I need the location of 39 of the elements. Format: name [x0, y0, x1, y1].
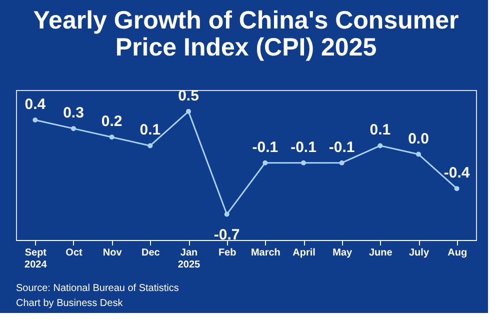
x-tick-label: Nov	[102, 248, 122, 258]
source-note: Source: National Bureau of Statistics	[16, 283, 179, 294]
point	[71, 126, 76, 132]
data-label: -0.1	[252, 138, 278, 156]
point	[262, 160, 268, 166]
data-label: 0.1	[140, 122, 161, 139]
point	[416, 152, 421, 157]
data-label: -0.1	[328, 138, 355, 156]
point	[148, 143, 153, 148]
chart-title: Yearly Growth of China's Consumer Price Index (CPI) 2025	[33, 6, 460, 62]
x-tick-label: Oct	[66, 248, 84, 258]
data-label: 0.2	[101, 113, 122, 130]
x-tick-label: April	[292, 248, 316, 258]
point	[32, 118, 38, 122]
point	[109, 134, 114, 140]
data-label: 0.5	[178, 87, 199, 104]
point	[301, 160, 306, 166]
data-label: -0.1	[290, 138, 316, 156]
x-tick-label: Feb	[218, 248, 236, 258]
point	[378, 143, 383, 148]
point	[186, 108, 191, 114]
data-label: -0.7	[214, 226, 240, 244]
data-label: 0.4	[24, 96, 46, 113]
text: Chart by Business Desk	[16, 298, 124, 309]
data-label: 0.3	[63, 104, 84, 122]
x-tick-label: May	[332, 248, 352, 258]
x-tick-label: March	[250, 248, 280, 258]
point	[339, 160, 344, 166]
point	[454, 186, 460, 192]
x-tick-label: July	[408, 248, 430, 258]
data-label: 0.1	[370, 122, 391, 139]
x-tick-label: Aug	[448, 248, 468, 258]
x-tick-label: June	[368, 248, 393, 258]
x-tick-label: Sept 2024	[24, 248, 48, 270]
data-label: 0.0	[408, 130, 429, 148]
point	[224, 212, 230, 217]
x-tick-label: Jan 2025	[178, 248, 201, 270]
data-label: -0.4	[444, 164, 470, 182]
x-tick-label: Dec	[141, 248, 160, 258]
